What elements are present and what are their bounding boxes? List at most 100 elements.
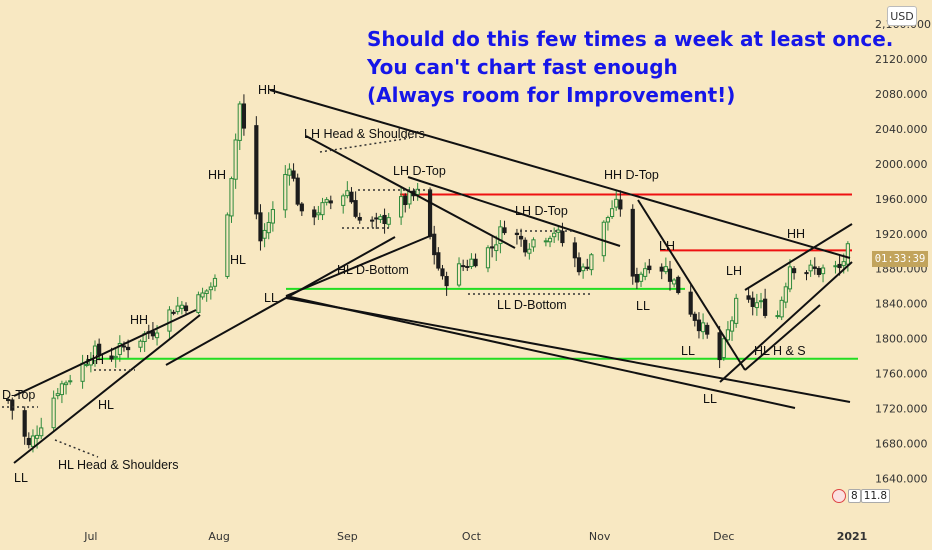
candle — [543, 237, 548, 247]
candle — [287, 163, 292, 186]
candle — [779, 296, 784, 321]
price-tick: 1640.000 — [875, 473, 928, 486]
candle — [291, 163, 296, 182]
price-tick: 1920.000 — [875, 228, 928, 241]
indicator-value-b: 11.8 — [860, 489, 891, 503]
candle — [237, 101, 242, 150]
price-tick: 2000.000 — [875, 158, 928, 171]
candle — [22, 406, 27, 445]
label-ll-dec-b: LL — [703, 392, 717, 406]
candle — [179, 301, 184, 315]
candle — [630, 204, 635, 285]
candle — [783, 282, 788, 309]
candle — [196, 291, 201, 315]
trendline-lh-hs — [305, 135, 516, 249]
candle — [370, 216, 375, 228]
candle — [138, 339, 143, 353]
candle — [113, 347, 118, 368]
price-tick: 1720.000 — [875, 403, 928, 416]
candle — [750, 291, 755, 316]
candle — [328, 195, 333, 210]
price-tick: 1800.000 — [875, 333, 928, 346]
price-tick: 1760.000 — [875, 368, 928, 381]
date-tick: Dec — [713, 530, 734, 543]
candle — [638, 271, 644, 287]
candle — [659, 263, 664, 280]
levels-layer — [90, 193, 858, 360]
candle — [175, 296, 180, 315]
candle — [324, 197, 329, 206]
candle — [643, 262, 648, 281]
indicator-badge[interactable]: 8 11.8 — [832, 488, 891, 504]
candle — [816, 266, 822, 278]
candle — [465, 259, 470, 271]
label-ll-nov: LL — [636, 299, 650, 313]
candle — [775, 310, 780, 319]
label-ll-dec-a: LL — [681, 344, 695, 358]
trendline-jul-upper — [13, 309, 197, 397]
candle — [341, 193, 346, 214]
label-hl-aug: HL — [230, 253, 246, 267]
candle — [212, 274, 218, 292]
candle — [436, 247, 441, 271]
candle — [6, 396, 11, 404]
currency-button[interactable]: USD — [887, 6, 917, 26]
label-hh-aug: HH — [208, 168, 226, 182]
price-tick: 1840.000 — [875, 298, 928, 311]
date-tick: 2021 — [837, 530, 868, 543]
label-hl-dbottom: HL D-Bottom — [337, 263, 409, 277]
price-tick: 1680.000 — [875, 438, 928, 451]
trendline-jul-lower-b — [285, 235, 431, 297]
candle — [746, 287, 751, 303]
candle — [171, 309, 176, 316]
candle — [80, 354, 85, 389]
candle — [262, 223, 267, 248]
candle — [576, 252, 582, 276]
candle — [804, 270, 809, 281]
label-lh-nov: LH — [659, 239, 675, 253]
candle — [266, 212, 271, 240]
indicator-value-a: 8 — [848, 489, 861, 503]
candle — [461, 259, 466, 272]
dotted-lh-hs — [319, 137, 411, 153]
candle — [357, 212, 362, 224]
candle — [225, 212, 230, 279]
indicator-icon — [832, 489, 846, 503]
label-lh-head-shoulders: LH Head & Shoulders — [304, 127, 425, 141]
label-ll-left: LL — [14, 471, 28, 485]
time-axis: Jul Aug Sep Oct Nov Dec 2021 — [83, 530, 867, 543]
candle — [68, 374, 73, 385]
candle — [204, 289, 209, 302]
note-line-1: Should do this few times a week at least… — [367, 27, 893, 51]
candle — [485, 245, 491, 273]
candle — [92, 340, 98, 367]
candle — [717, 325, 722, 369]
candle — [820, 264, 826, 283]
candle — [585, 258, 590, 271]
candle — [349, 187, 354, 204]
candle — [758, 292, 764, 309]
candle — [378, 214, 383, 223]
price-tick: 2040.000 — [875, 123, 928, 136]
candle — [634, 267, 639, 289]
candle — [320, 197, 325, 221]
candle — [721, 334, 726, 361]
candle — [791, 266, 797, 280]
candle — [456, 257, 462, 288]
candle — [283, 165, 288, 218]
candle — [498, 220, 503, 254]
label-ll-dbottom: LL D-Bottom — [497, 298, 567, 312]
current-price-tag: 01:33:39 — [872, 251, 928, 267]
label-hh-dtop-nov: HH D-Top — [604, 168, 659, 182]
candle — [787, 259, 793, 293]
candle — [589, 252, 594, 276]
candle — [502, 220, 507, 235]
candle — [229, 176, 234, 223]
label-hl-hs-dec: HL H & S — [754, 344, 806, 358]
label-hh-dec: HH — [787, 227, 805, 241]
label-lh-dec: LH — [726, 264, 742, 278]
candle — [353, 191, 358, 219]
candle — [345, 181, 350, 199]
